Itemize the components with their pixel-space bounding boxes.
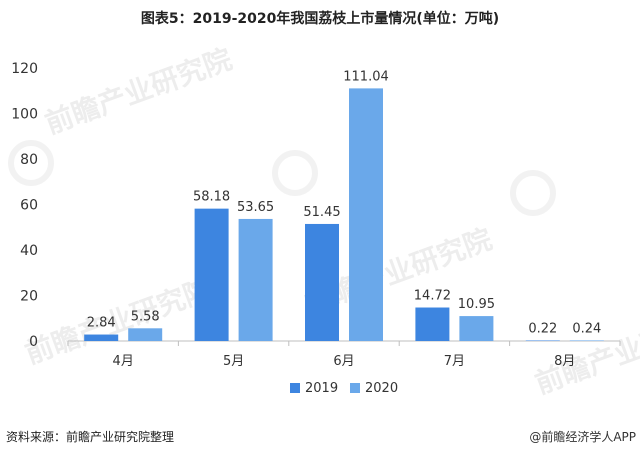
data-label: 58.18 — [193, 190, 230, 205]
x-tick-label: 6月 — [333, 354, 354, 369]
data-label: 0.22 — [528, 321, 557, 336]
bar — [194, 208, 229, 341]
legend-swatch — [290, 383, 300, 393]
x-tick-label: 8月 — [554, 354, 575, 369]
y-tick-label: 60 — [20, 198, 38, 214]
bar — [525, 340, 560, 341]
data-label: 2.84 — [87, 316, 116, 331]
y-tick-label: 80 — [20, 152, 38, 168]
bar — [238, 218, 273, 341]
bar — [569, 340, 604, 341]
y-tick-label: 0 — [29, 334, 38, 350]
data-label: 53.65 — [237, 200, 274, 215]
source-note: 资料来源：前瞻产业研究院整理 — [6, 430, 175, 444]
legend-label: 2020 — [365, 381, 398, 396]
data-label: 51.45 — [303, 205, 340, 220]
x-tick-label: 4月 — [113, 354, 134, 369]
legend-label: 2019 — [305, 381, 338, 396]
data-label: 5.58 — [131, 309, 160, 324]
bar — [305, 223, 339, 341]
bar — [84, 334, 119, 341]
data-label: 111.04 — [343, 69, 389, 84]
y-tick-label: 120 — [11, 61, 38, 77]
bar — [349, 88, 383, 341]
credit-text: @前瞻经济学人APP — [529, 430, 636, 444]
y-tick-label: 40 — [20, 243, 38, 259]
y-tick-label: 20 — [20, 289, 38, 305]
x-tick-label: 7月 — [444, 354, 465, 369]
chart-title: 图表5：2019-2020年我国荔枝上市量情况(单位：万吨) — [140, 11, 500, 27]
data-label: 14.72 — [414, 289, 451, 304]
bar — [128, 328, 163, 341]
legend-swatch — [350, 383, 360, 393]
bar — [459, 316, 494, 341]
y-tick-label: 100 — [11, 107, 38, 123]
bar — [415, 307, 450, 341]
data-label: 0.24 — [572, 321, 601, 336]
x-tick-label: 5月 — [223, 354, 244, 369]
data-label: 10.95 — [458, 297, 495, 312]
